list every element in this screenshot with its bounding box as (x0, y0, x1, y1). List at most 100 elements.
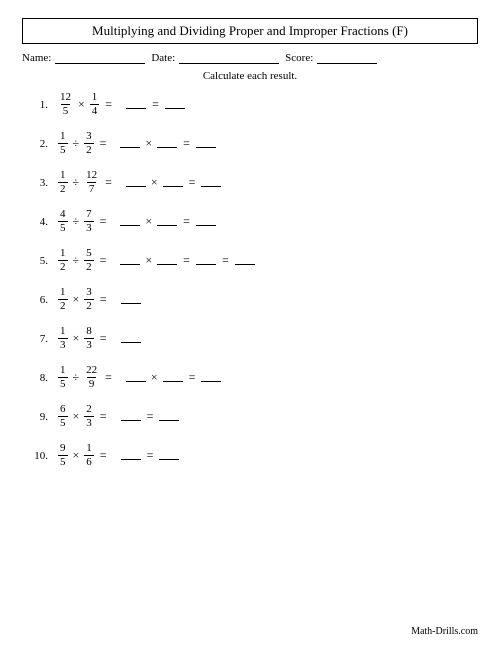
answer-blank[interactable] (126, 374, 146, 382)
equals-sign: = (100, 214, 107, 229)
equals-sign: = (100, 331, 107, 346)
problem-row: 4.45÷73=×= (30, 209, 478, 234)
answer-blank[interactable] (159, 452, 179, 460)
denominator: 5 (58, 416, 68, 429)
date-label: Date: (151, 52, 175, 64)
problem-row: 3.12÷127=×= (30, 170, 478, 195)
numerator: 3 (84, 131, 94, 143)
problem-number: 7. (30, 333, 48, 345)
answer-blank[interactable] (157, 257, 177, 265)
answer-blank[interactable] (196, 257, 216, 265)
numerator: 3 (84, 287, 94, 299)
answer-blank[interactable] (196, 140, 216, 148)
problem-number: 10. (30, 450, 48, 462)
answer-blank[interactable] (163, 179, 183, 187)
score-label: Score: (285, 52, 313, 64)
fraction-1: 45 (58, 209, 68, 234)
denominator: 5 (58, 377, 68, 390)
equals-sign: = (100, 448, 107, 463)
answer-blank[interactable] (121, 452, 141, 460)
numerator: 9 (58, 443, 68, 455)
score-field: Score: (285, 52, 377, 64)
denominator: 2 (84, 299, 94, 312)
fraction-1: 12 (58, 248, 68, 273)
operator: × (73, 331, 80, 346)
worksheet-page: Multiplying and Dividing Proper and Impr… (0, 0, 500, 647)
denominator: 2 (58, 182, 68, 195)
equals-sign: = (147, 448, 154, 463)
answer-blank[interactable] (163, 374, 183, 382)
denominator: 3 (84, 221, 94, 234)
answer-blank[interactable] (121, 335, 141, 343)
answer-blank[interactable] (120, 257, 140, 265)
answer-blank[interactable] (121, 413, 141, 421)
problem-row: 7.13×83= (30, 326, 478, 351)
fraction-2: 229 (84, 365, 99, 390)
equals-sign: = (100, 409, 107, 424)
denominator: 5 (58, 455, 68, 468)
operator: ÷ (73, 136, 80, 151)
answer-blank[interactable] (157, 218, 177, 226)
denominator: 5 (58, 221, 68, 234)
operator: × (73, 409, 80, 424)
name-label: Name: (22, 52, 51, 64)
footer-text: Math-Drills.com (411, 626, 478, 637)
numerator: 6 (58, 404, 68, 416)
title-box: Multiplying and Dividing Proper and Impr… (22, 18, 478, 44)
fraction-2: 32 (84, 131, 94, 156)
name-blank[interactable] (55, 53, 145, 64)
denominator: 4 (90, 104, 100, 117)
operator: ÷ (73, 214, 80, 229)
score-blank[interactable] (317, 53, 377, 64)
page-title: Multiplying and Dividing Proper and Impr… (92, 23, 408, 38)
fraction-2: 52 (84, 248, 94, 273)
equals-sign: = (183, 136, 190, 151)
answer-blank[interactable] (159, 413, 179, 421)
numerator: 7 (84, 209, 94, 221)
numerator: 1 (58, 326, 68, 338)
answer-blank[interactable] (235, 257, 255, 265)
equals-sign: = (189, 370, 196, 385)
equals-sign: = (105, 370, 112, 385)
numerator: 1 (58, 287, 68, 299)
denominator: 2 (84, 143, 94, 156)
problem-number: 6. (30, 294, 48, 306)
problem-number: 8. (30, 372, 48, 384)
answer-blank[interactable] (157, 140, 177, 148)
equals-sign: = (100, 136, 107, 151)
numerator: 22 (84, 365, 99, 377)
denominator: 5 (61, 104, 71, 117)
answer-blank[interactable] (121, 296, 141, 304)
times-operator: × (145, 214, 152, 229)
problem-row: 5.12÷52=×== (30, 248, 478, 273)
answer-blank[interactable] (196, 218, 216, 226)
answer-blank[interactable] (120, 218, 140, 226)
times-operator: × (151, 175, 158, 190)
answer-blank[interactable] (165, 101, 185, 109)
operator: ÷ (73, 253, 80, 268)
problem-row: 10.95×16== (30, 443, 478, 468)
denominator: 3 (84, 416, 94, 429)
denominator: 2 (58, 299, 68, 312)
problem-row: 9.65×23== (30, 404, 478, 429)
problem-number: 2. (30, 138, 48, 150)
fraction-2: 23 (84, 404, 94, 429)
answer-blank[interactable] (201, 179, 221, 187)
answer-blank[interactable] (201, 374, 221, 382)
operator: × (73, 292, 80, 307)
equals-sign: = (147, 409, 154, 424)
answer-blank[interactable] (126, 179, 146, 187)
times-operator: × (145, 136, 152, 151)
answer-blank[interactable] (126, 101, 146, 109)
problem-number: 1. (30, 99, 48, 111)
answer-blank[interactable] (120, 140, 140, 148)
fraction-1: 12 (58, 287, 68, 312)
fraction-2: 16 (84, 443, 94, 468)
date-blank[interactable] (179, 53, 279, 64)
problem-row: 6.12×32= (30, 287, 478, 312)
fraction-1: 65 (58, 404, 68, 429)
denominator: 2 (84, 260, 94, 273)
fraction-1: 12 (58, 170, 68, 195)
denominator: 6 (84, 455, 94, 468)
problem-number: 3. (30, 177, 48, 189)
